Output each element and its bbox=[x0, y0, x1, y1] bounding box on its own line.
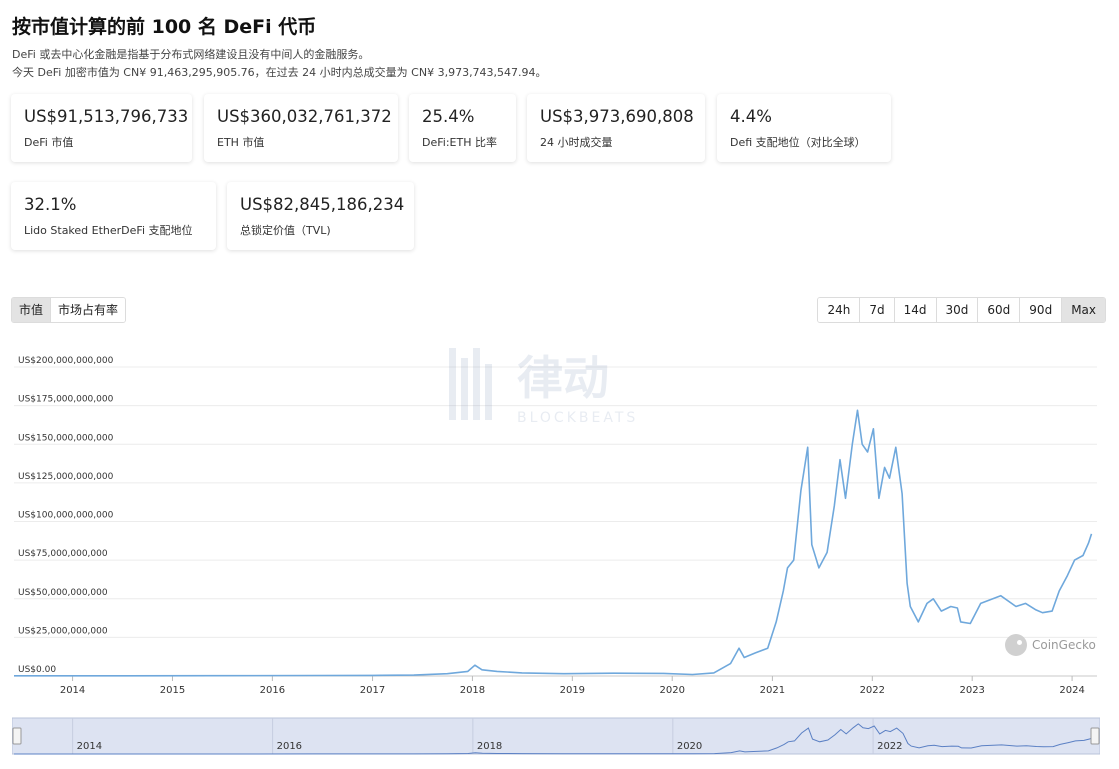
description-line-2: 今天 DeFi 加密市值为 CN¥ 91,463,295,905.76，在过去 … bbox=[12, 66, 547, 79]
range-max-button[interactable]: Max bbox=[1061, 298, 1105, 322]
range-90d-button[interactable]: 90d bbox=[1019, 298, 1062, 322]
x-tick-label: 2015 bbox=[160, 685, 185, 696]
stat-label: Lido Staked EtherDeFi 支配地位 bbox=[24, 224, 193, 237]
navigator-tick-label: 2022 bbox=[877, 741, 902, 752]
y-tick-label: US$75,000,000,000 bbox=[18, 549, 108, 559]
x-tick-label: 2017 bbox=[360, 685, 385, 696]
range-14d-button[interactable]: 14d bbox=[893, 298, 936, 322]
y-tick-label: US$200,000,000,000 bbox=[18, 356, 114, 366]
x-axis-ticks: 2014 2015 2016 2017 2018 2019 2020 2021 2022 2023… bbox=[60, 676, 1085, 696]
stat-value: 4.4% bbox=[730, 107, 772, 126]
x-tick-label: 2020 bbox=[660, 685, 685, 696]
stat-label: DeFi:ETH 比率 bbox=[422, 136, 497, 149]
navigator-tick-label: 2014 bbox=[77, 741, 102, 752]
navigator-left-handle[interactable] bbox=[12, 727, 22, 745]
stat-value: 32.1% bbox=[24, 195, 77, 214]
description-line-1: DeFi 或去中心化金融是指基于分布式网络建设且没有中间人的金融服务。 bbox=[12, 48, 370, 61]
coingecko-credit[interactable]: CoinGecko bbox=[1005, 634, 1096, 656]
coingecko-label: CoinGecko bbox=[1032, 638, 1096, 652]
x-tick-label: 2018 bbox=[460, 685, 485, 696]
stat-card-defi-eth-ratio: 25.4% DeFi:ETH 比率 bbox=[409, 94, 516, 162]
y-tick-label: US$150,000,000,000 bbox=[18, 433, 114, 443]
y-tick-label: US$0.00 bbox=[18, 665, 56, 675]
market-cap-line bbox=[14, 409, 1093, 677]
series-layer bbox=[14, 409, 1093, 677]
range-30d-button[interactable]: 30d bbox=[935, 298, 978, 322]
stat-value: US$82,845,186,234 bbox=[240, 195, 405, 214]
x-tick-label: 2024 bbox=[1059, 685, 1084, 696]
navigator-right-handle[interactable] bbox=[1090, 727, 1100, 745]
navigator-tick-label: 2020 bbox=[677, 741, 702, 752]
y-tick-label: US$125,000,000,000 bbox=[18, 472, 114, 482]
time-range-selector: 24h 7d 14d 30d 60d 90d Max bbox=[817, 297, 1106, 323]
stat-label: 24 小时成交量 bbox=[540, 136, 613, 149]
y-tick-label: US$50,000,000,000 bbox=[18, 588, 108, 598]
stat-card-eth-market-cap: US$360,032,761,372 ETH 市值 bbox=[204, 94, 398, 162]
y-axis-ticks: US$0.00 US$25,000,000,000 US$50,000,000,00… bbox=[18, 356, 114, 675]
x-tick-label: 2016 bbox=[260, 685, 285, 696]
y-tick-label: US$100,000,000,000 bbox=[18, 511, 114, 521]
stat-value: 25.4% bbox=[422, 107, 475, 126]
stat-label: 总锁定价值（TVL) bbox=[240, 224, 331, 237]
navigator-ticks: 2014 2016 2018 2020 2022 bbox=[72, 718, 903, 754]
x-tick-label: 2019 bbox=[560, 685, 585, 696]
x-tick-label: 2021 bbox=[760, 685, 785, 696]
grid-lines bbox=[14, 366, 1097, 677]
range-60d-button[interactable]: 60d bbox=[977, 298, 1020, 322]
stat-value: US$3,973,690,808 bbox=[540, 107, 694, 126]
stat-value: US$91,513,796,733 bbox=[24, 107, 189, 126]
stat-card-24h-volume: US$3,973,690,808 24 小时成交量 bbox=[527, 94, 705, 162]
y-tick-label: US$175,000,000,000 bbox=[18, 395, 114, 405]
stat-label: DeFi 市值 bbox=[24, 136, 74, 149]
range-7d-button[interactable]: 7d bbox=[859, 298, 894, 322]
tab-market-cap[interactable]: 市值 bbox=[12, 298, 51, 322]
navigator-tick-label: 2018 bbox=[477, 741, 502, 752]
stat-card-defi-market-cap: US$91,513,796,733 DeFi 市值 bbox=[11, 94, 192, 162]
y-tick-label: US$25,000,000,000 bbox=[18, 626, 108, 636]
coingecko-logo-icon bbox=[1005, 634, 1027, 656]
stat-card-lido-dominance: 32.1% Lido Staked EtherDeFi 支配地位 bbox=[11, 182, 216, 250]
stat-card-tvl: US$82,845,186,234 总锁定价值（TVL) bbox=[227, 182, 414, 250]
navigator-tick-label: 2016 bbox=[277, 741, 302, 752]
stat-label: ETH 市值 bbox=[217, 136, 265, 149]
stat-value: US$360,032,761,372 bbox=[217, 107, 392, 126]
x-tick-label: 2022 bbox=[860, 685, 885, 696]
navigator-series bbox=[14, 723, 1093, 755]
page-title: 按市值计算的前 100 名 DeFi 代币 bbox=[12, 16, 317, 38]
navigator-background bbox=[12, 717, 1100, 755]
market-cap-chart[interactable]: US$0.00 US$25,000,000,000 US$50,000,000,00… bbox=[0, 340, 1119, 702]
stat-card-defi-dominance: 4.4% Defi 支配地位（对比全球） bbox=[717, 94, 891, 162]
chart-tab-group: 市值 市场占有率 bbox=[11, 297, 127, 323]
tab-market-share[interactable]: 市场占有率 bbox=[50, 298, 126, 322]
x-tick-label: 2023 bbox=[959, 685, 984, 696]
x-tick-label: 2014 bbox=[60, 685, 85, 696]
range-24h-button[interactable]: 24h bbox=[818, 298, 860, 322]
range-navigator[interactable]: 2014 2016 2018 2020 2022 bbox=[12, 716, 1100, 756]
navigator-line bbox=[14, 723, 1093, 755]
stat-label: Defi 支配地位（对比全球） bbox=[730, 136, 866, 149]
